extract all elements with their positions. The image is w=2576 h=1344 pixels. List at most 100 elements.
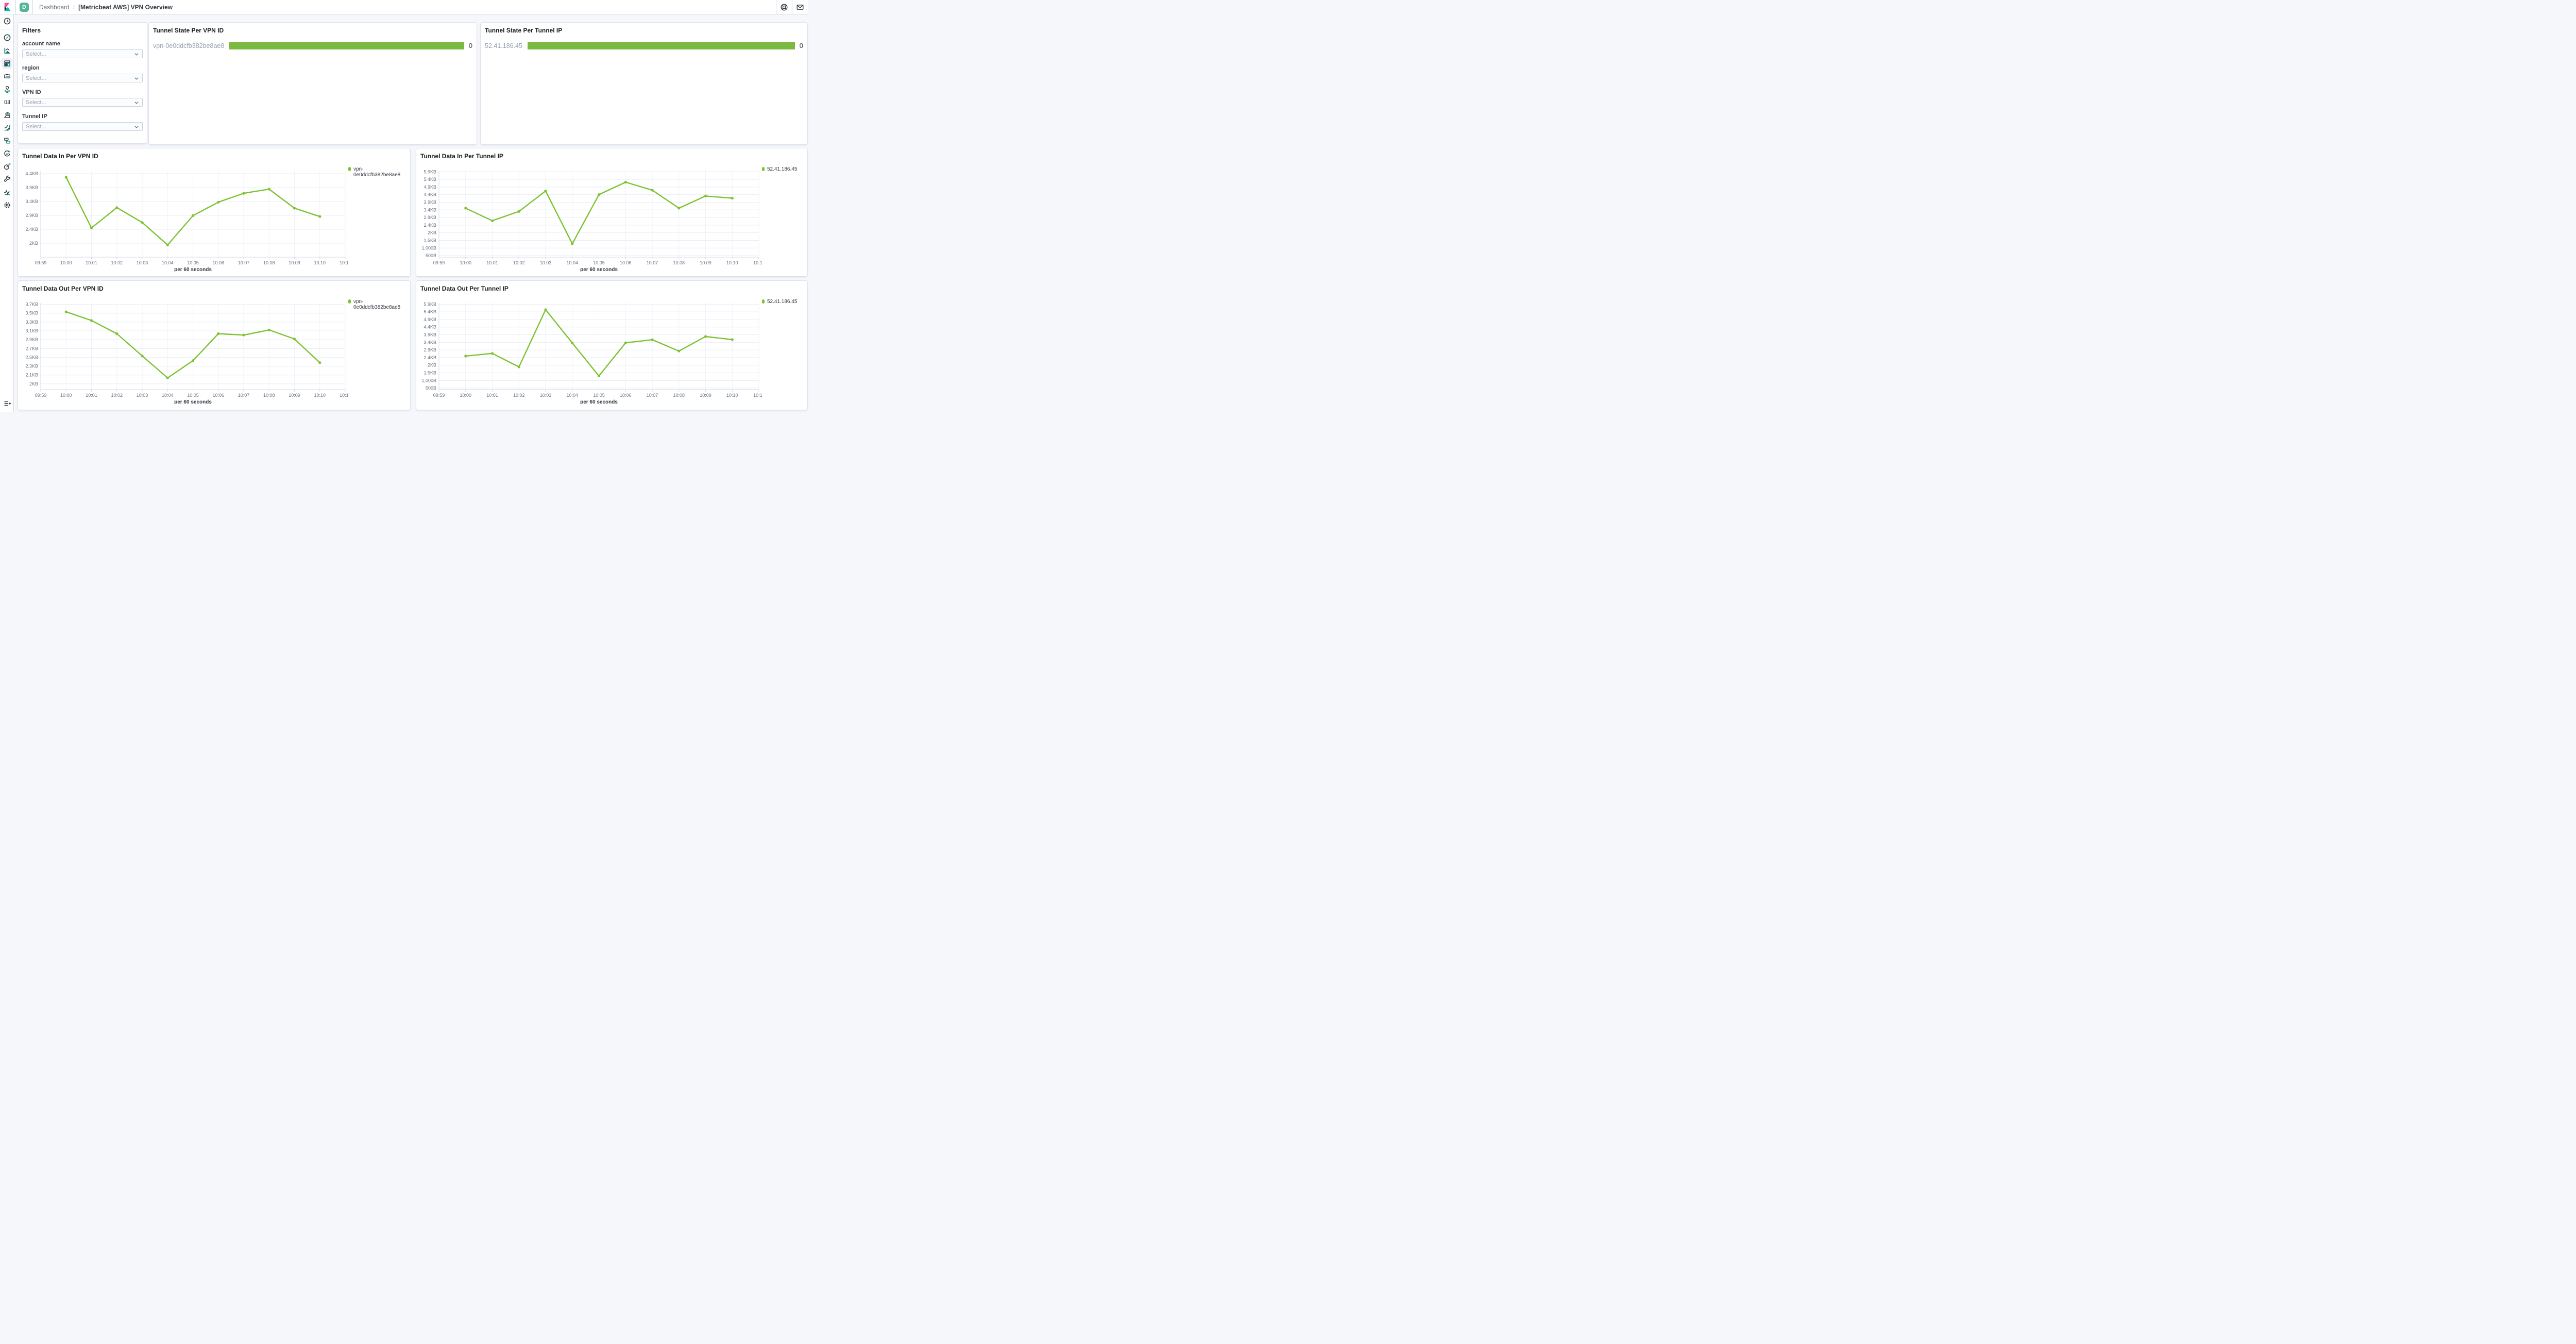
chevron-down-icon	[134, 101, 139, 104]
vpn-id-select[interactable]: Select...	[22, 98, 143, 107]
panel-title: Tunnel Data In Per VPN ID	[22, 153, 98, 160]
panel-title: Tunnel Data In Per Tunnel IP	[420, 153, 503, 160]
state-bar-label: 52.41.186.45	[485, 42, 522, 49]
chart-legend[interactable]: vpn-0e0ddcfb382be8ae8	[348, 161, 406, 272]
sidebar-item-management[interactable]	[0, 199, 14, 211]
state-bar-row: vpn-0e0ddcfb382be8ae8 0	[153, 42, 472, 49]
svg-text:10:05: 10:05	[593, 393, 605, 398]
header-actions	[776, 0, 808, 14]
svg-text:10:04: 10:04	[162, 260, 174, 265]
help-button[interactable]	[776, 0, 792, 14]
svg-text:10:09: 10:09	[289, 393, 300, 398]
svg-text:3.7KB: 3.7KB	[25, 302, 38, 307]
clock-icon	[4, 18, 10, 25]
svg-text:per 60 seconds: per 60 seconds	[174, 399, 212, 404]
tunnel-data-in-per-tunnel-ip-panel: Tunnel Data In Per Tunnel IP 500B 1,000B 1…	[416, 148, 808, 277]
tunnel-data-out-per-tunnel-ip-panel: Tunnel Data Out Per Tunnel IP 500B 1,000B…	[416, 280, 808, 410]
svg-text:10:01: 10:01	[86, 393, 97, 398]
account-name-select[interactable]: Select...	[22, 49, 143, 58]
svg-text:4.9KB: 4.9KB	[423, 317, 436, 322]
svg-text:10:04: 10:04	[162, 393, 174, 398]
svg-text:10:10: 10:10	[726, 260, 738, 265]
maps-icon	[4, 86, 10, 93]
sidebar-item-dev-tools[interactable]	[0, 173, 14, 186]
sidebar-item-apm[interactable]	[0, 135, 14, 147]
panel-title: Tunnel State Per VPN ID	[153, 27, 224, 34]
envelope-icon	[796, 4, 804, 10]
chart-legend[interactable]: 52.41.186.45	[762, 161, 803, 272]
svg-text:10:09: 10:09	[289, 260, 300, 265]
svg-text:10:00: 10:00	[60, 393, 72, 398]
svg-text:2.4KB: 2.4KB	[25, 227, 38, 232]
svg-text:10:08: 10:08	[673, 260, 685, 265]
sidebar-item-discover[interactable]	[0, 31, 14, 44]
collapse-sidebar-button[interactable]	[0, 397, 14, 410]
svg-text:10:01: 10:01	[486, 393, 498, 398]
sidebar-item-monitoring[interactable]	[0, 186, 14, 198]
svg-text:10:05: 10:05	[187, 260, 199, 265]
newsfeed-button[interactable]	[792, 0, 808, 14]
legend-dot	[348, 167, 351, 171]
svg-text:2KB: 2KB	[428, 363, 436, 368]
svg-text:2.1KB: 2.1KB	[25, 373, 38, 378]
chevron-down-icon	[134, 53, 139, 56]
bar-chart-icon	[4, 47, 10, 54]
svg-text:5.4KB: 5.4KB	[423, 177, 436, 182]
svg-text:10:02: 10:02	[513, 260, 525, 265]
page-title: [Metricbeat AWS] VPN Overview	[78, 3, 173, 11]
metrics-icon	[4, 112, 10, 118]
sidebar	[0, 14, 14, 412]
state-bar	[528, 42, 795, 49]
sidebar-item-recently-viewed[interactable]	[0, 15, 14, 27]
svg-text:per 60 seconds: per 60 seconds	[580, 267, 618, 272]
legend-dot	[762, 167, 765, 171]
legend-label: vpn-0e0ddcfb382be8ae8	[353, 166, 401, 178]
breadcrumb: Dashboard / [Metricbeat AWS] VPN Overvie…	[33, 0, 776, 14]
line-chart: 2KB 2.4KB 2.9KB 3.4KB 3.9KB 4.4KB 09:59 10:00 10…	[22, 161, 348, 272]
heartbeat-icon	[4, 190, 10, 195]
region-select[interactable]: Select...	[22, 74, 143, 82]
svg-text:10:01: 10:01	[86, 260, 97, 265]
machine-learning-icon	[4, 99, 10, 105]
chevron-down-icon	[134, 77, 139, 80]
select-placeholder: Select...	[26, 51, 46, 57]
canvas-icon	[4, 74, 10, 78]
sidebar-item-dashboard[interactable]	[0, 57, 14, 70]
sidebar-item-visualize[interactable]	[0, 44, 14, 57]
svg-text:per 60 seconds: per 60 seconds	[580, 399, 618, 404]
dashboard-content: Filters account name Select... region Se…	[14, 14, 808, 412]
filters-panel: Filters account name Select... region Se…	[18, 22, 147, 144]
space-avatar[interactable]: D	[20, 2, 29, 12]
collapse-menu-icon	[4, 401, 11, 406]
state-bar-row: 52.41.186.45 0	[485, 42, 803, 49]
svg-text:3.9KB: 3.9KB	[423, 332, 436, 338]
tunnel-ip-select[interactable]: Select...	[22, 122, 143, 131]
sidebar-item-maps[interactable]	[0, 83, 14, 95]
sidebar-item-metrics[interactable]	[0, 109, 14, 121]
chart-legend[interactable]: vpn-0e0ddcfb382be8ae8	[348, 294, 406, 404]
svg-text:10:11: 10:11	[340, 393, 348, 398]
gear-icon	[4, 202, 10, 208]
breadcrumb-dashboard[interactable]: Dashboard	[39, 3, 70, 11]
sidebar-item-logs[interactable]	[0, 122, 14, 134]
svg-text:09:59: 09:59	[35, 260, 47, 265]
svg-text:2.4KB: 2.4KB	[423, 223, 436, 228]
tunnel-state-per-vpn-id-panel: Tunnel State Per VPN ID vpn-0e0ddcfb382b…	[148, 22, 477, 145]
chart-legend[interactable]: 52.41.186.45	[762, 294, 803, 404]
svg-text:10:06: 10:06	[212, 393, 224, 398]
svg-text:10:09: 10:09	[700, 260, 711, 265]
sidebar-item-machine-learning[interactable]	[0, 96, 14, 108]
svg-text:3.9KB: 3.9KB	[25, 185, 38, 190]
legend-label: 52.41.186.45	[767, 166, 798, 172]
sidebar-item-uptime[interactable]	[0, 147, 14, 160]
svg-text:2KB: 2KB	[29, 381, 38, 387]
kibana-logo[interactable]	[0, 0, 16, 14]
state-bar	[229, 42, 464, 49]
svg-text:09:59: 09:59	[35, 393, 47, 398]
svg-text:2.5KB: 2.5KB	[25, 355, 38, 360]
sidebar-item-canvas[interactable]	[0, 70, 14, 82]
svg-text:3.4KB: 3.4KB	[423, 207, 436, 212]
sidebar-item-siem[interactable]	[0, 160, 14, 173]
line-chart: 500B 1,000B 1.5KB 2KB 2.4KB 2.9KB 3.4KB 3.9KB 4.…	[420, 161, 762, 272]
tunnel-data-in-per-vpn-id-panel: Tunnel Data In Per VPN ID 2KB 2.4KB 2.9KB 3…	[18, 148, 411, 277]
